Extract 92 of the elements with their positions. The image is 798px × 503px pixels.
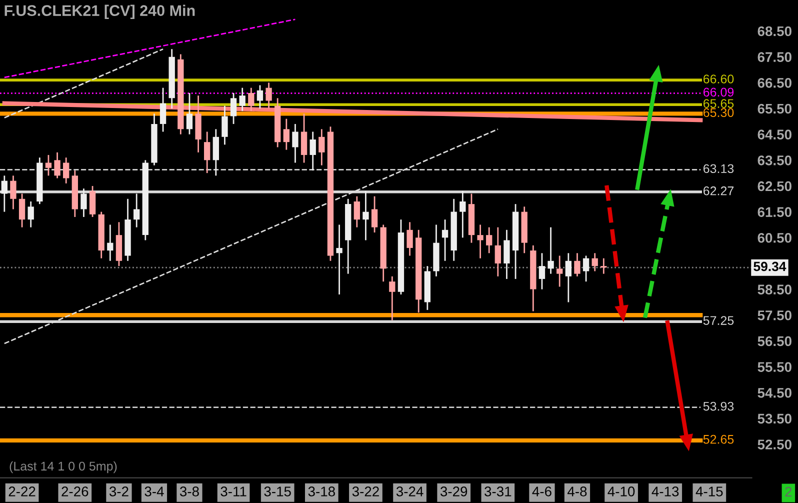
x-tick-label: 3-8 xyxy=(180,486,199,496)
candlestick xyxy=(80,188,87,218)
candlestick xyxy=(574,252,580,278)
y-tick-label: 56.50 xyxy=(758,336,792,346)
x-tick-label: 4-15 xyxy=(696,486,723,496)
candlestick xyxy=(45,154,52,176)
candlestick xyxy=(460,190,466,238)
candlestick xyxy=(292,123,298,164)
candlestick xyxy=(582,255,590,282)
x-tick-label: 2-22 xyxy=(8,486,36,496)
y-tick-label: 60.50 xyxy=(758,232,792,243)
ref-line-label: 57.25 xyxy=(703,316,734,325)
y-tick-label: 61.50 xyxy=(758,207,792,217)
candlestick xyxy=(1,174,8,212)
candlestick xyxy=(406,221,413,256)
y-tick-label: 53.50 xyxy=(758,414,792,424)
candlestick xyxy=(371,196,378,234)
candlestick xyxy=(283,118,290,151)
candlestick xyxy=(548,226,554,274)
candlestick xyxy=(239,87,246,112)
x-tick-label: 4-6 xyxy=(532,486,552,496)
text: 2 xyxy=(785,486,792,497)
candlestick xyxy=(300,112,308,164)
y-tick-label: 52.50 xyxy=(758,440,792,450)
x-tick-label: 3-22 xyxy=(352,486,379,496)
ref-line-label: 63.13 xyxy=(703,164,734,174)
candlestick xyxy=(248,87,254,112)
candlestick xyxy=(538,252,546,290)
candlestick xyxy=(54,152,60,179)
y-tick-label: 58.50 xyxy=(758,284,792,294)
candlestick xyxy=(556,255,563,288)
candlestick xyxy=(389,276,396,321)
candlestick xyxy=(186,92,193,136)
candlestick xyxy=(600,258,607,274)
x-tick-label: 2-26 xyxy=(62,486,88,496)
candlestick xyxy=(222,105,228,146)
candlestick xyxy=(362,190,369,241)
chart-title: F.US.CLEK21 [CV] 240 Min xyxy=(4,4,195,20)
x-tick-label: 3-15 xyxy=(264,486,291,496)
candlestick xyxy=(89,185,96,218)
y-tick-label: 55.50 xyxy=(758,362,792,372)
y-tick-label: 68.50 xyxy=(758,26,792,36)
y-tick-label: 64.50 xyxy=(758,130,792,140)
candlestick xyxy=(504,229,510,280)
annotation: (Last 14 1 0 0 5mp) xyxy=(10,461,117,474)
x-tick-label: 3-31 xyxy=(484,486,512,496)
ref-line-label: 52.65 xyxy=(703,434,734,444)
candlestick xyxy=(256,84,264,110)
candlestick xyxy=(565,252,572,303)
x-tick-label: 3-24 xyxy=(396,486,424,496)
candlestick xyxy=(10,174,16,210)
ref-line-label: 53.93 xyxy=(703,402,734,411)
candlestick xyxy=(318,128,325,166)
candlestick xyxy=(494,226,501,278)
x-tick-label: 3-29 xyxy=(440,486,468,496)
y-tick-label: 57.50 xyxy=(758,310,792,320)
y-tick-label: 65.50 xyxy=(758,104,792,114)
ref-line-label: 65.65 xyxy=(703,99,734,108)
candlestick xyxy=(442,218,448,262)
candlestick xyxy=(160,87,166,132)
x-tick-label: 3-4 xyxy=(144,486,164,496)
candlestick xyxy=(204,131,210,174)
ref-line-label: 66.60 xyxy=(703,74,734,84)
y-tick-label: 67.50 xyxy=(758,52,792,62)
x-tick-label: 4-10 xyxy=(608,486,635,496)
x-tick-label: 4-13 xyxy=(652,486,679,496)
y-tick-label: 63.50 xyxy=(758,155,792,166)
candlestick xyxy=(266,82,272,110)
candlestick xyxy=(354,196,360,228)
x-tick-label: 3-11 xyxy=(220,486,246,496)
ref-line-label: 59.34 xyxy=(754,262,786,272)
candlestick xyxy=(107,224,114,262)
candlestick xyxy=(134,193,140,228)
candlestick xyxy=(336,224,342,296)
candlestick xyxy=(18,193,26,228)
candlestick xyxy=(486,226,492,254)
ref-line-label: 65.30 xyxy=(703,108,734,118)
candlestick xyxy=(230,92,237,125)
candlestick xyxy=(28,200,34,228)
y-tick-label: 54.50 xyxy=(758,388,792,398)
x-tick-label: 3-18 xyxy=(308,486,335,496)
ref-line-label: 66.09 xyxy=(703,88,734,97)
x-tick-label: 3-2 xyxy=(109,486,128,496)
candlestick xyxy=(592,252,598,272)
candlestick xyxy=(212,128,219,176)
candlestick xyxy=(63,156,70,184)
candlestick xyxy=(477,224,484,259)
candlestick xyxy=(310,131,316,172)
y-tick-label: 62.50 xyxy=(758,181,792,192)
y-tick-label: 66.50 xyxy=(758,78,792,88)
ref-line-label: 62.27 xyxy=(703,186,734,196)
x-tick-label: 4-8 xyxy=(568,486,587,496)
